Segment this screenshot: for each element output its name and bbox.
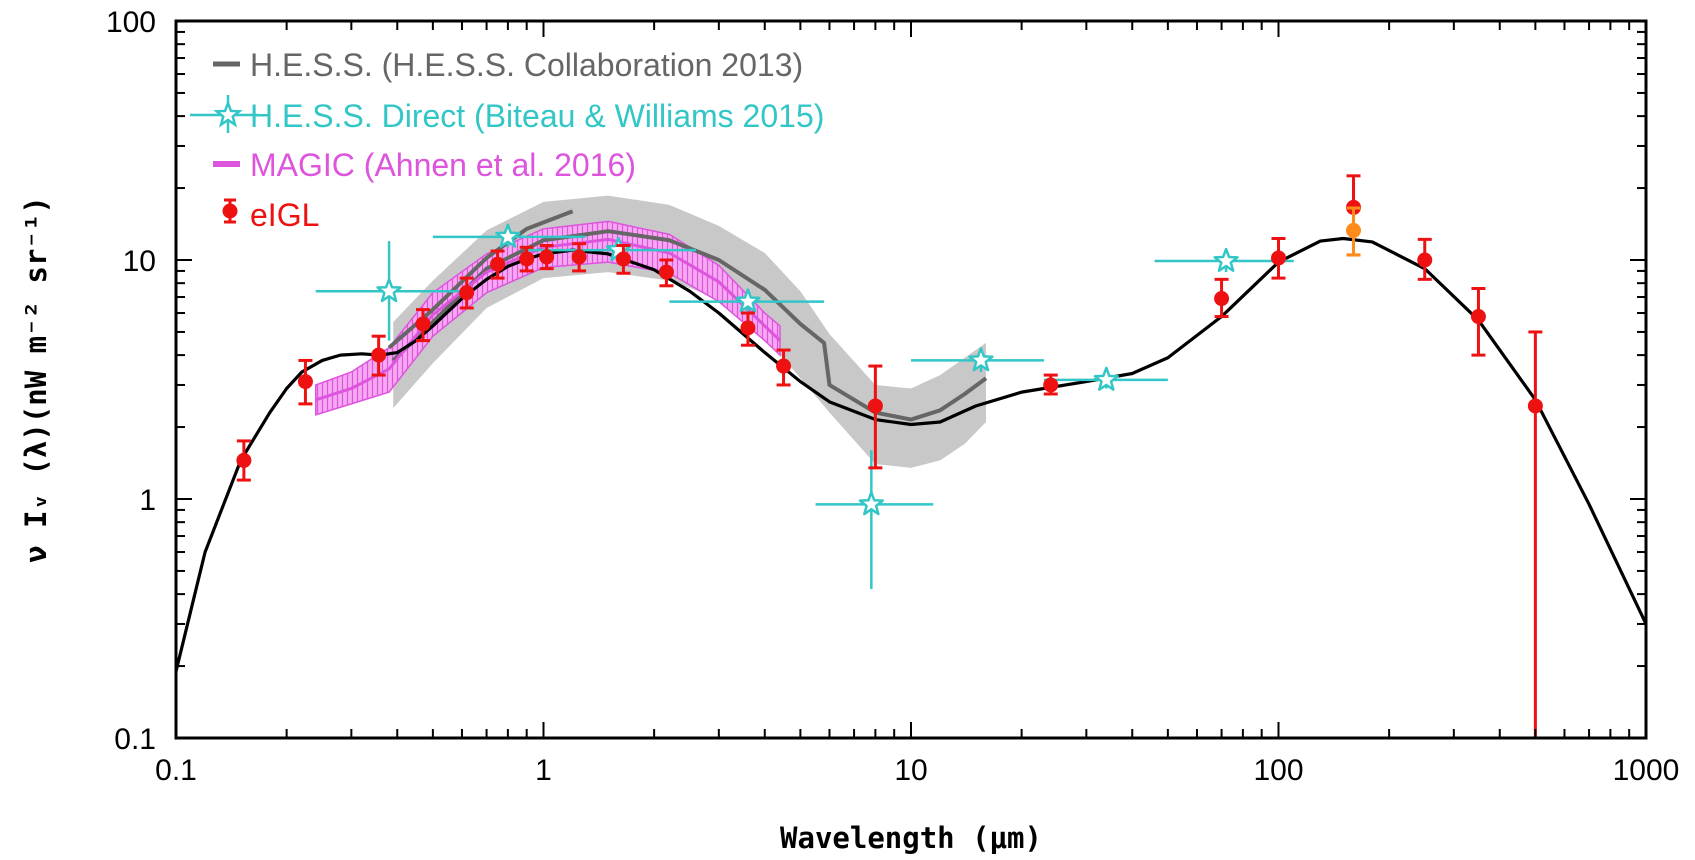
y-tick-label: 100 — [106, 6, 156, 39]
hess-direct-point — [911, 347, 1044, 372]
hess-direct-point — [1154, 247, 1294, 273]
legend-label-magic: MAGIC (Ahnen et al. 2016) — [250, 147, 636, 183]
hess-direct-marker — [376, 278, 402, 303]
eigl-point-marker — [1470, 309, 1486, 325]
y-tick-label: 1 — [139, 484, 156, 517]
hess-direct-point — [815, 450, 934, 590]
legend-marker-hess-direct — [213, 99, 243, 128]
legend: H.E.S.S. (H.E.S.S. Collaboration 2013) H… — [190, 47, 824, 233]
hess-direct-point — [1043, 366, 1168, 391]
eigl-point — [371, 334, 387, 377]
eigl-point — [1417, 237, 1433, 281]
x-axis-label: Wavelength (μm) — [780, 821, 1042, 855]
eigl-point-marker — [740, 320, 756, 336]
y-tick-label: 0.1 — [114, 723, 156, 756]
eigl-point — [867, 364, 883, 470]
hess-direct-marker — [735, 288, 761, 313]
eigl-point — [459, 276, 475, 310]
eigl-point — [1214, 277, 1230, 319]
hess-direct-marker — [968, 347, 994, 372]
axes-layer: 0.1 1 10 100 1000 0.1 1 10 100 — [106, 6, 1679, 787]
eigl-point-marker — [1214, 291, 1230, 307]
legend-label-eigl: eIGL — [250, 197, 319, 233]
eigl-point — [297, 358, 313, 406]
eigl-point — [615, 243, 631, 275]
hess-band-line — [391, 229, 988, 422]
eigl-point-marker — [371, 347, 387, 363]
eigl-point — [1271, 237, 1286, 280]
eigl-point-marker — [867, 398, 883, 414]
x-tick-label: 1 — [535, 754, 552, 787]
eigl-highlight-point — [1346, 206, 1362, 257]
eigl-point-marker — [297, 374, 313, 390]
hess-direct-marker — [858, 491, 885, 516]
eigl-point — [415, 308, 431, 343]
eigl-point — [519, 245, 535, 273]
eigl-point — [1527, 330, 1543, 738]
hess-direct-marker — [1093, 366, 1119, 391]
eigl-point-marker — [236, 452, 252, 468]
eigl-point-marker — [571, 249, 587, 265]
eigl-point-marker — [1527, 398, 1543, 414]
eigl-point — [571, 242, 587, 273]
hess-direct-point — [669, 288, 825, 314]
eigl-point-marker — [415, 316, 431, 332]
legend-marker-eigl — [222, 203, 238, 219]
hess-direct-marker — [1213, 247, 1239, 272]
eigl-highlight-point-marker — [1346, 222, 1362, 238]
eigl-point-marker — [519, 251, 535, 267]
eigl-point-marker — [1417, 252, 1433, 268]
eigl-point — [539, 243, 555, 271]
y-axis-label: ν Iᵥ (λ)(nW m⁻² sr⁻¹) — [19, 196, 53, 563]
x-tick-label: 1000 — [1613, 754, 1680, 787]
eigl-point-marker — [1043, 377, 1059, 393]
x-tick-label: 100 — [1253, 754, 1303, 787]
eigl-point — [658, 258, 674, 288]
eigl-point — [490, 249, 506, 280]
eigl-point-marker — [615, 251, 631, 267]
x-tick-label: 10 — [894, 754, 927, 787]
hess-direct-point — [315, 241, 462, 341]
x-tick-label: 0.1 — [155, 754, 197, 787]
eigl-point-marker — [658, 264, 674, 280]
eigl-point-marker — [1271, 250, 1286, 266]
hess-direct-point — [432, 223, 586, 248]
eigl-point — [1470, 286, 1486, 357]
hess-direct-marker — [495, 223, 521, 248]
eigl-point — [740, 311, 756, 347]
eigl-point — [236, 439, 252, 482]
legend-label-hess-direct: H.E.S.S. Direct (Biteau & Williams 2015) — [250, 98, 824, 134]
y-tick-label: 10 — [123, 245, 156, 278]
eigl-point — [776, 348, 792, 387]
eigl-point-marker — [539, 249, 555, 265]
eigl-point-marker — [776, 358, 792, 374]
eigl-point-marker — [459, 285, 475, 301]
eigl-point-marker — [490, 256, 506, 272]
legend-label-hess: H.E.S.S. (H.E.S.S. Collaboration 2013) — [250, 47, 803, 83]
points-layer — [236, 174, 1543, 738]
eigl-point — [1043, 373, 1059, 396]
